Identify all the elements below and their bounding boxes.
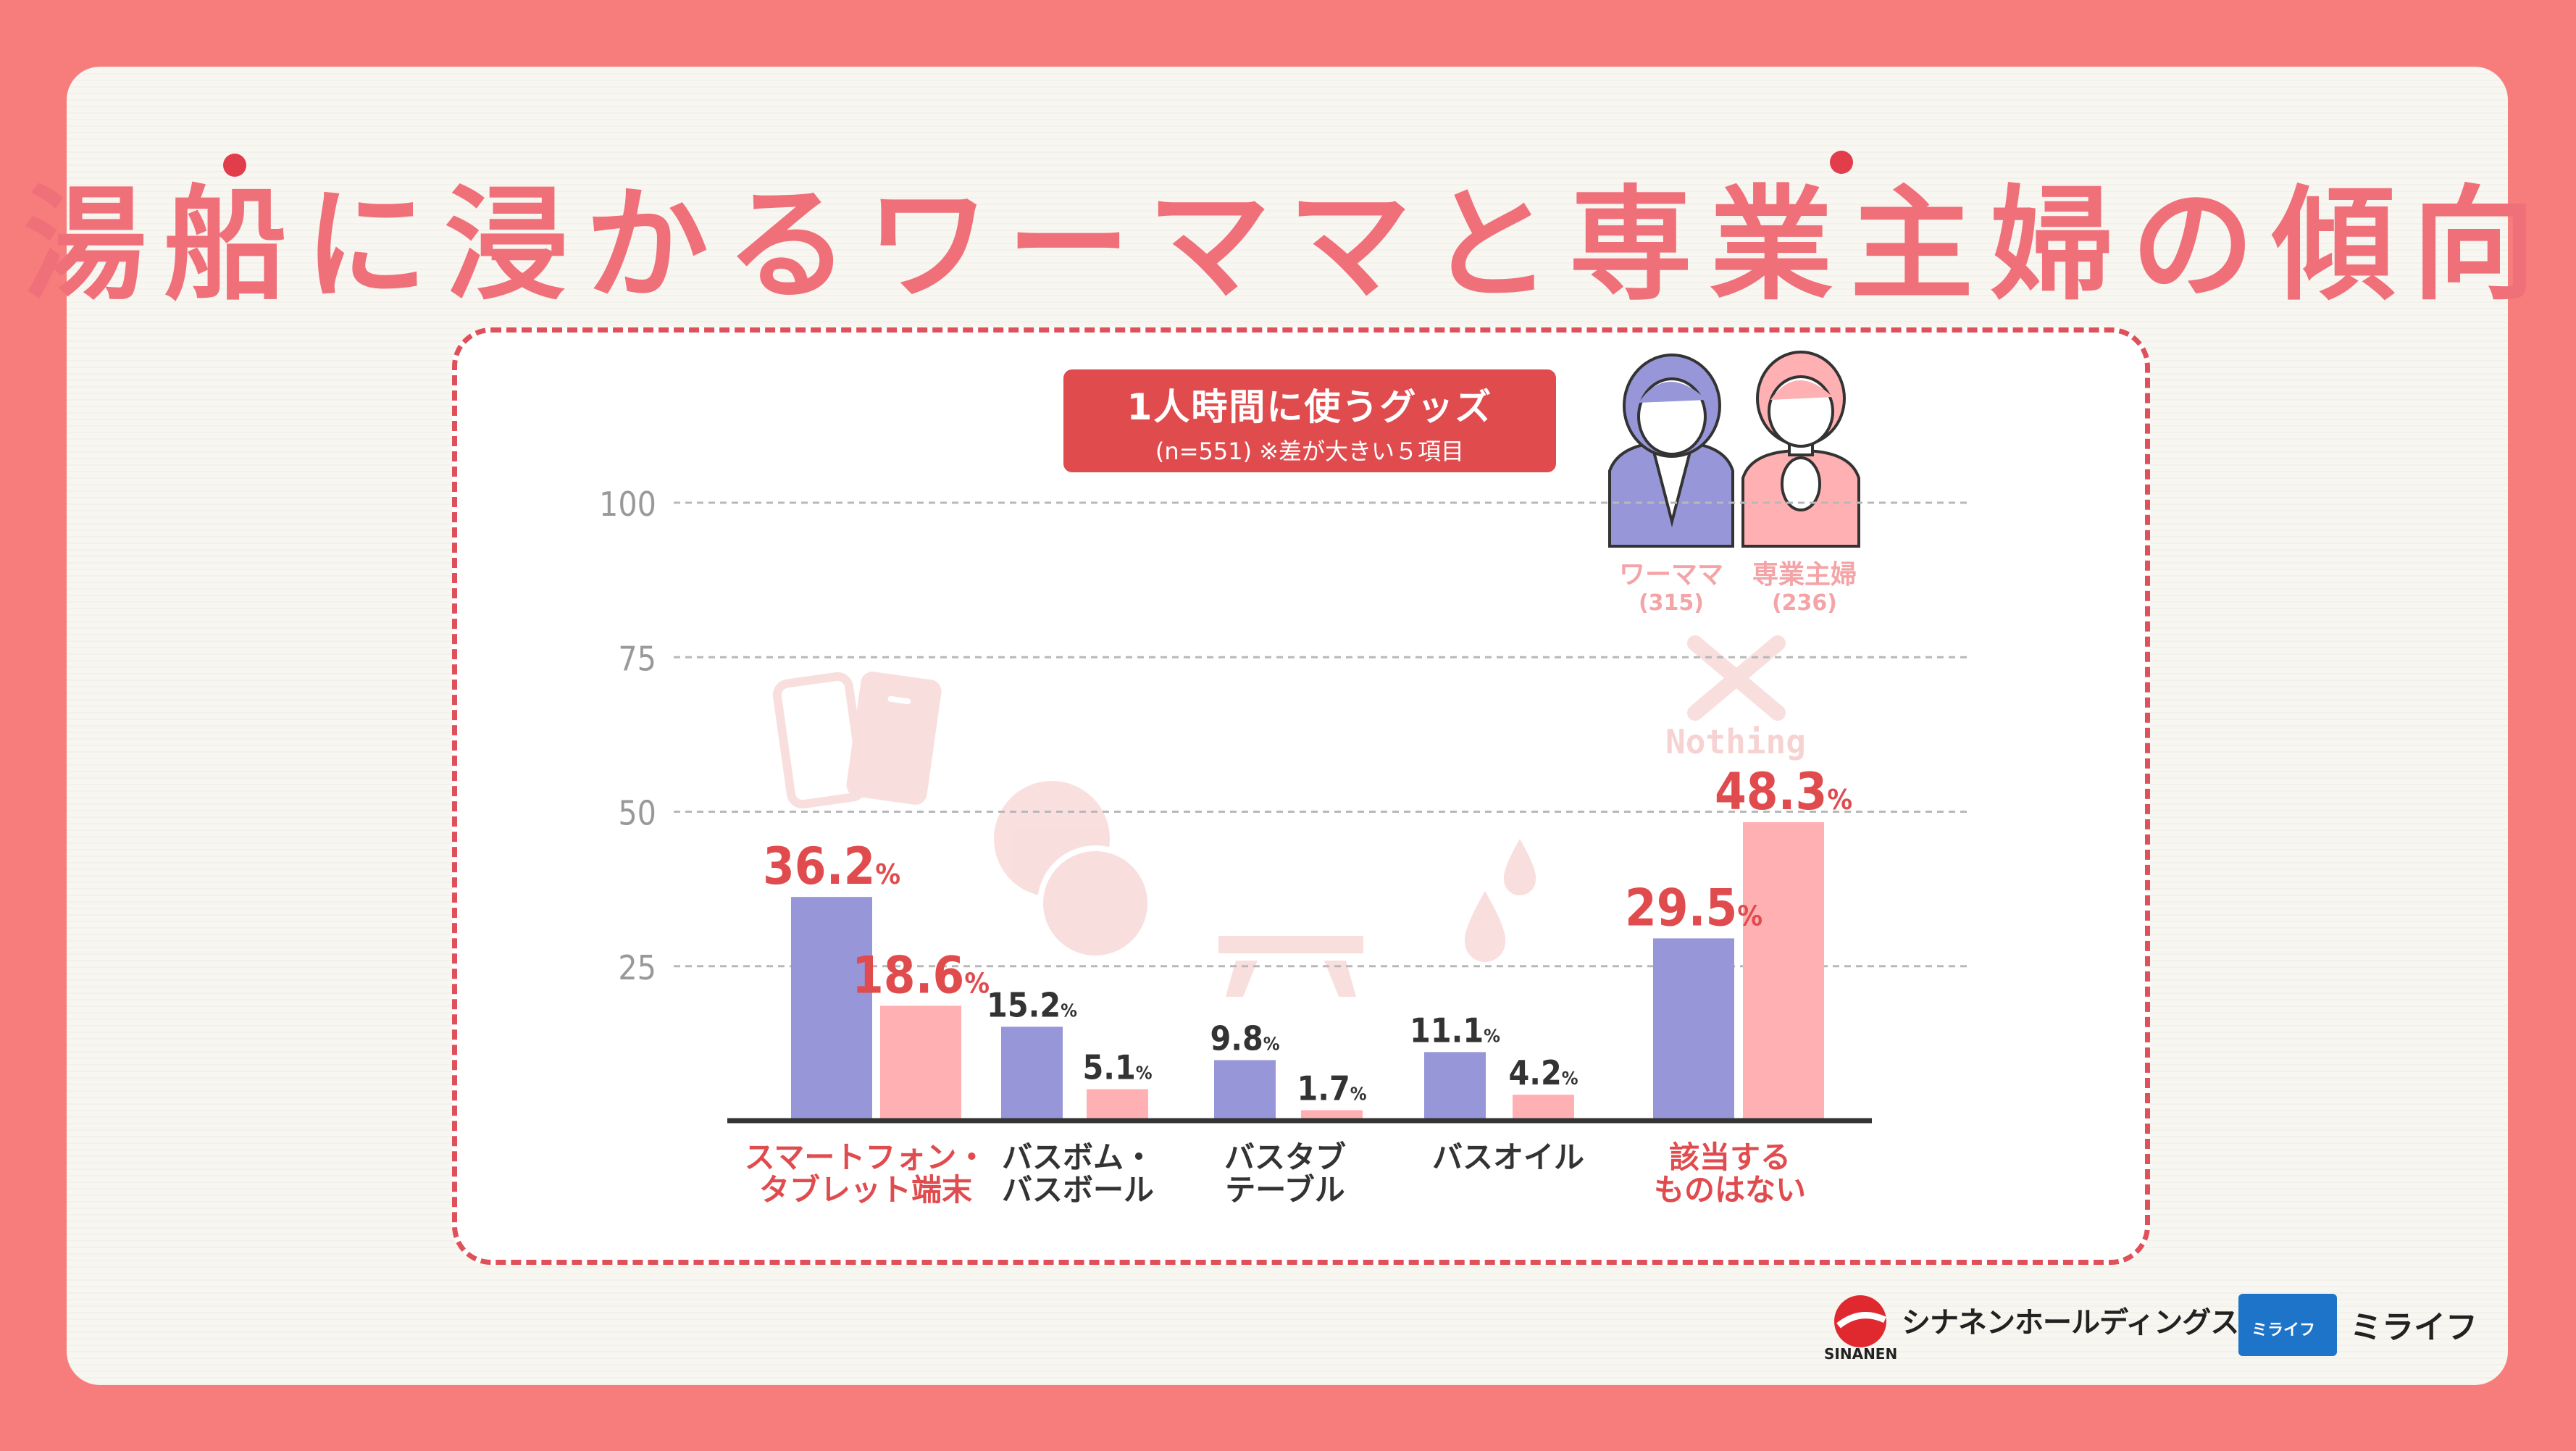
bar-housewife-3 <box>1513 1095 1574 1121</box>
housewife-avatar <box>1741 351 1860 548</box>
working-mom-avatar <box>1608 354 1734 548</box>
chart-subtitle-box: 1人時間に使うグッズ (n=551) ※差が大きい５項目 <box>1063 369 1556 472</box>
smartphone-icon <box>772 672 942 809</box>
legend-housewife: 専業主婦 (236) <box>1743 559 1866 616</box>
y-tick-label-25: 25 <box>618 948 656 987</box>
value-label-working-mom-0: 36.2% <box>763 837 900 896</box>
y-tick-label-50: 50 <box>618 794 656 833</box>
category-label-0-1: タブレット端末 <box>759 1172 972 1208</box>
nothing-cross-icon <box>1687 635 1786 721</box>
category-label-1-1: バスボール <box>1002 1172 1154 1208</box>
bar-working-mom-3 <box>1424 1052 1486 1121</box>
legend-housewife-count: (236) <box>1771 590 1838 616</box>
bath-bomb-icon <box>994 781 1153 961</box>
category-label-1-0: バスボム・ <box>1002 1140 1154 1175</box>
category-label-4-0: 該当する <box>1669 1140 1791 1175</box>
y-tick-label-100: 100 <box>599 485 656 524</box>
milife-badge-text: ミライフ <box>2251 1321 2316 1339</box>
sinanen-logo-text: シナネンホールディングス <box>1902 1306 2239 1339</box>
sinanen-logo-icon <box>1834 1295 1886 1347</box>
value-label-housewife-3: 4.2% <box>1508 1053 1578 1092</box>
oil-drop-icon <box>1464 839 1536 962</box>
bar-housewife-0 <box>880 1005 961 1121</box>
category-label-2-0: バスタブ <box>1224 1140 1346 1175</box>
value-labels: 36.2% 15.2% 9.8% 11.1% 29.5% 18.6% 5.1% 1.7% 4.2… <box>763 762 1852 1108</box>
bar-housewife-1 <box>1087 1089 1148 1121</box>
bar-housewife-2 <box>1301 1110 1363 1121</box>
value-label-housewife-4: 48.3% <box>1715 762 1852 821</box>
milife-logo-badge <box>2238 1294 2337 1356</box>
legend-working-mom: ワーママ (315) <box>1610 559 1733 616</box>
legend-housewife-name: 専業主婦 <box>1752 560 1857 590</box>
chart-subtitle: 1人時間に使うグッズ <box>1126 386 1493 428</box>
legend-working-mom-name: ワーママ <box>1618 560 1723 590</box>
value-label-housewife-2: 1.7% <box>1297 1069 1366 1108</box>
value-label-housewife-0: 18.6% <box>852 945 990 1005</box>
chart-sample-note: (n=551) ※差が大きい５項目 <box>1155 438 1465 465</box>
milife-logo-text: ミライフ <box>2350 1309 2477 1346</box>
bathtub-table-icon <box>1218 936 1363 997</box>
bars <box>791 822 1824 1121</box>
sinanen-logo-sub: SINANEN <box>1824 1345 1898 1363</box>
nothing-label: Nothing <box>1665 722 1806 761</box>
value-label-working-mom-3: 11.1% <box>1410 1011 1500 1050</box>
y-axis-ticks: 25 50 75 100 <box>599 485 656 987</box>
category-label-0-0: スマートフォン・ <box>745 1140 987 1175</box>
value-label-working-mom-1: 15.2% <box>987 985 1077 1024</box>
value-label-working-mom-2: 9.8% <box>1210 1019 1279 1058</box>
category-label-3-0: バスオイル <box>1432 1140 1584 1175</box>
category-label-2-1: テーブル <box>1225 1172 1345 1208</box>
page-title: 湯船に浸かるワーママと専業主婦の傾向 <box>22 174 2553 317</box>
chart-panel <box>452 327 2150 1265</box>
category-label-4-1: ものはない <box>1654 1172 1806 1208</box>
title-dot-left <box>223 154 246 177</box>
y-tick-label-75: 75 <box>618 639 656 678</box>
legend-working-mom-count: (315) <box>1638 590 1705 616</box>
bar-working-mom-4 <box>1653 938 1734 1121</box>
title-dot-right <box>1830 151 1853 174</box>
bar-working-mom-2 <box>1214 1060 1276 1121</box>
bar-working-mom-0 <box>791 897 872 1121</box>
value-label-working-mom-4: 29.5% <box>1625 878 1762 937</box>
bar-housewife-4 <box>1743 822 1824 1121</box>
bar-working-mom-1 <box>1001 1026 1063 1121</box>
value-label-housewife-1: 5.1% <box>1082 1048 1152 1087</box>
